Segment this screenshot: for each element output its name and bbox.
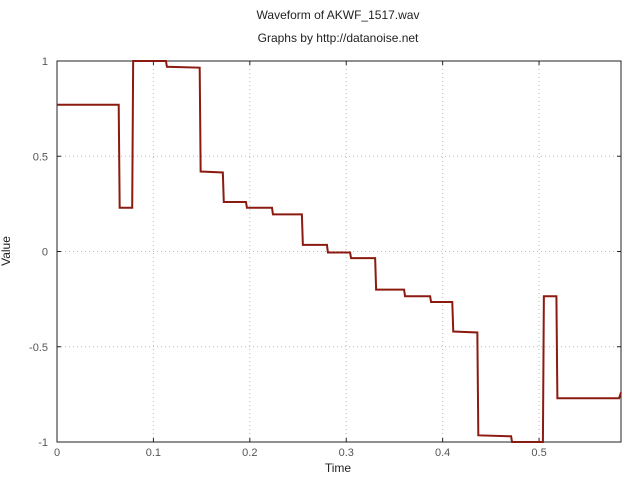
y-tick-label: -0.5	[29, 342, 48, 354]
y-tick-label: 1	[42, 56, 48, 68]
y-axis-label: Value	[0, 236, 13, 266]
series-line	[57, 60, 622, 443]
chart-subtitle: Graphs by http://datanoise.net	[258, 31, 419, 45]
y-tick-label: 0.5	[33, 151, 48, 163]
axis-ticks: 0 0.1 0.2 0.3 0.4 0.5 -1 -0.5 0 0.5 1	[29, 56, 621, 459]
x-tick-label: 0.2	[242, 447, 257, 459]
x-tick-label: 0	[54, 447, 60, 459]
y-tick-label: -1	[38, 437, 48, 449]
y-tick-label: 0	[42, 247, 48, 259]
series-layer	[57, 60, 622, 443]
x-tick-label: 0.3	[339, 447, 354, 459]
x-tick-label: 0.4	[435, 447, 450, 459]
x-tick-label: 0.1	[146, 447, 161, 459]
chart-title: Waveform of AKWF_1517.wav	[257, 8, 420, 22]
x-axis-label: Time	[325, 461, 352, 475]
x-tick-label: 0.5	[531, 447, 546, 459]
